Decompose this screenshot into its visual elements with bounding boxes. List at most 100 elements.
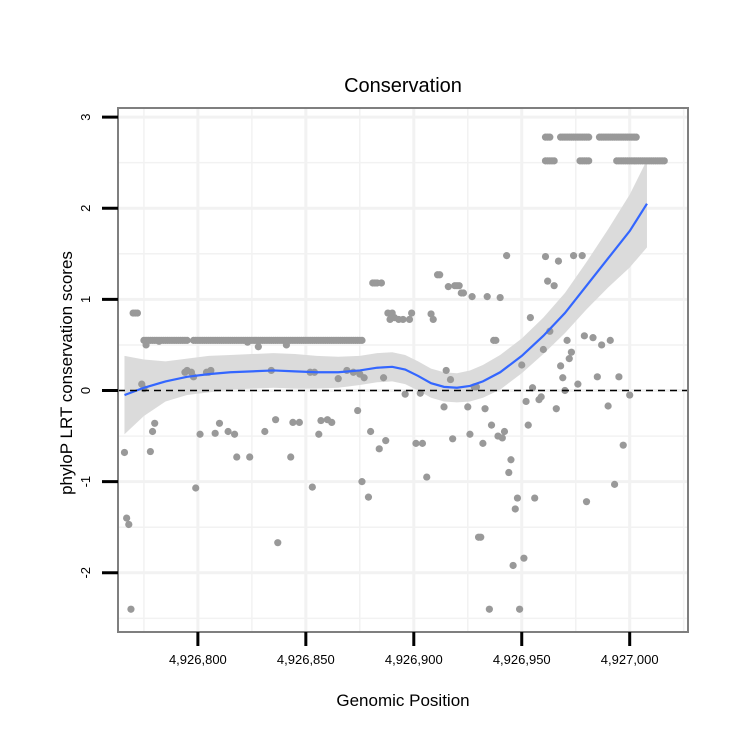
data-point	[546, 133, 554, 141]
data-point	[660, 157, 668, 165]
data-point	[483, 293, 491, 301]
data-point	[207, 366, 215, 375]
data-point	[559, 374, 567, 382]
data-point	[567, 348, 576, 356]
data-point	[487, 421, 496, 429]
x-axis: 4,926,800 4,926,850 4,926,900 4,926,950 4,92…	[169, 632, 659, 667]
data-point	[610, 480, 619, 488]
data-point	[289, 418, 297, 426]
data-point	[539, 345, 547, 354]
x-axis-title: Genomic Position	[336, 691, 469, 710]
data-point	[615, 373, 623, 381]
data-point	[328, 418, 336, 426]
data-point	[246, 453, 254, 461]
data-point	[563, 336, 571, 344]
y-tick-label: 2	[78, 205, 93, 212]
data-point	[215, 419, 224, 427]
data-point	[287, 453, 295, 461]
data-point	[127, 605, 135, 613]
data-point	[308, 483, 316, 491]
data-point	[509, 561, 517, 570]
data-point	[408, 309, 416, 317]
data-point	[211, 429, 219, 437]
x-tick-label: 4,926,850	[277, 652, 335, 667]
y-tick-label: 3	[78, 113, 93, 120]
y-tick-label: 0	[78, 387, 93, 394]
data-point	[606, 336, 614, 344]
data-point	[427, 310, 435, 318]
data-point	[455, 282, 463, 290]
data-point	[582, 498, 591, 506]
data-point	[192, 484, 200, 492]
data-point	[522, 397, 530, 406]
data-point	[524, 421, 532, 429]
data-point	[295, 418, 303, 426]
data-point	[282, 341, 291, 349]
data-point	[459, 289, 468, 297]
data-point	[580, 332, 588, 340]
data-point	[446, 375, 455, 384]
data-point	[364, 493, 373, 501]
data-point	[505, 468, 513, 477]
data-point	[578, 252, 586, 260]
data-point	[382, 437, 390, 445]
data-point	[125, 520, 133, 529]
data-point	[554, 257, 563, 265]
data-point	[399, 315, 407, 324]
data-point	[479, 439, 487, 447]
y-axis-title: phyloP LRT conservation scores	[57, 251, 76, 495]
data-point	[151, 419, 159, 427]
data-point	[444, 283, 452, 291]
data-point	[598, 341, 606, 349]
confidence-ribbon	[124, 159, 647, 435]
smooth-line	[124, 203, 648, 397]
data-point	[544, 277, 552, 285]
data-point	[507, 456, 515, 464]
data-point	[464, 403, 472, 411]
data-point	[377, 279, 386, 287]
data-point	[604, 402, 612, 410]
data-point	[585, 133, 593, 141]
data-point	[416, 389, 424, 397]
data-point	[230, 430, 239, 438]
data-point	[120, 448, 129, 457]
data-point	[468, 293, 476, 301]
data-point	[367, 427, 375, 436]
data-point	[133, 309, 142, 317]
data-point	[148, 427, 157, 436]
data-point	[466, 430, 474, 438]
data-point	[520, 554, 528, 562]
data-point	[261, 427, 269, 436]
data-point	[550, 157, 558, 165]
data-point	[272, 416, 280, 424]
data-point	[375, 445, 383, 453]
data-point	[243, 338, 252, 346]
data-point	[541, 252, 550, 261]
data-point	[233, 453, 241, 461]
data-point	[552, 405, 560, 413]
x-tick-label: 4,927,000	[601, 652, 659, 667]
data-point	[513, 494, 522, 502]
data-point	[503, 252, 511, 260]
data-point	[565, 355, 573, 363]
data-point	[183, 336, 191, 344]
data-point	[496, 293, 504, 302]
data-point	[224, 427, 232, 436]
data-point	[379, 374, 388, 382]
data-point	[500, 427, 509, 436]
data-point	[528, 384, 537, 392]
data-point	[593, 373, 601, 381]
data-point	[492, 336, 500, 344]
data-point	[498, 434, 506, 442]
data-point	[449, 435, 457, 443]
data-point	[401, 390, 409, 398]
data-point	[585, 157, 593, 165]
data-point	[315, 430, 323, 438]
data-point	[574, 380, 582, 388]
y-tick-label: -1	[78, 476, 93, 488]
data-point	[537, 393, 545, 401]
data-point	[254, 343, 262, 351]
data-point	[196, 430, 204, 438]
